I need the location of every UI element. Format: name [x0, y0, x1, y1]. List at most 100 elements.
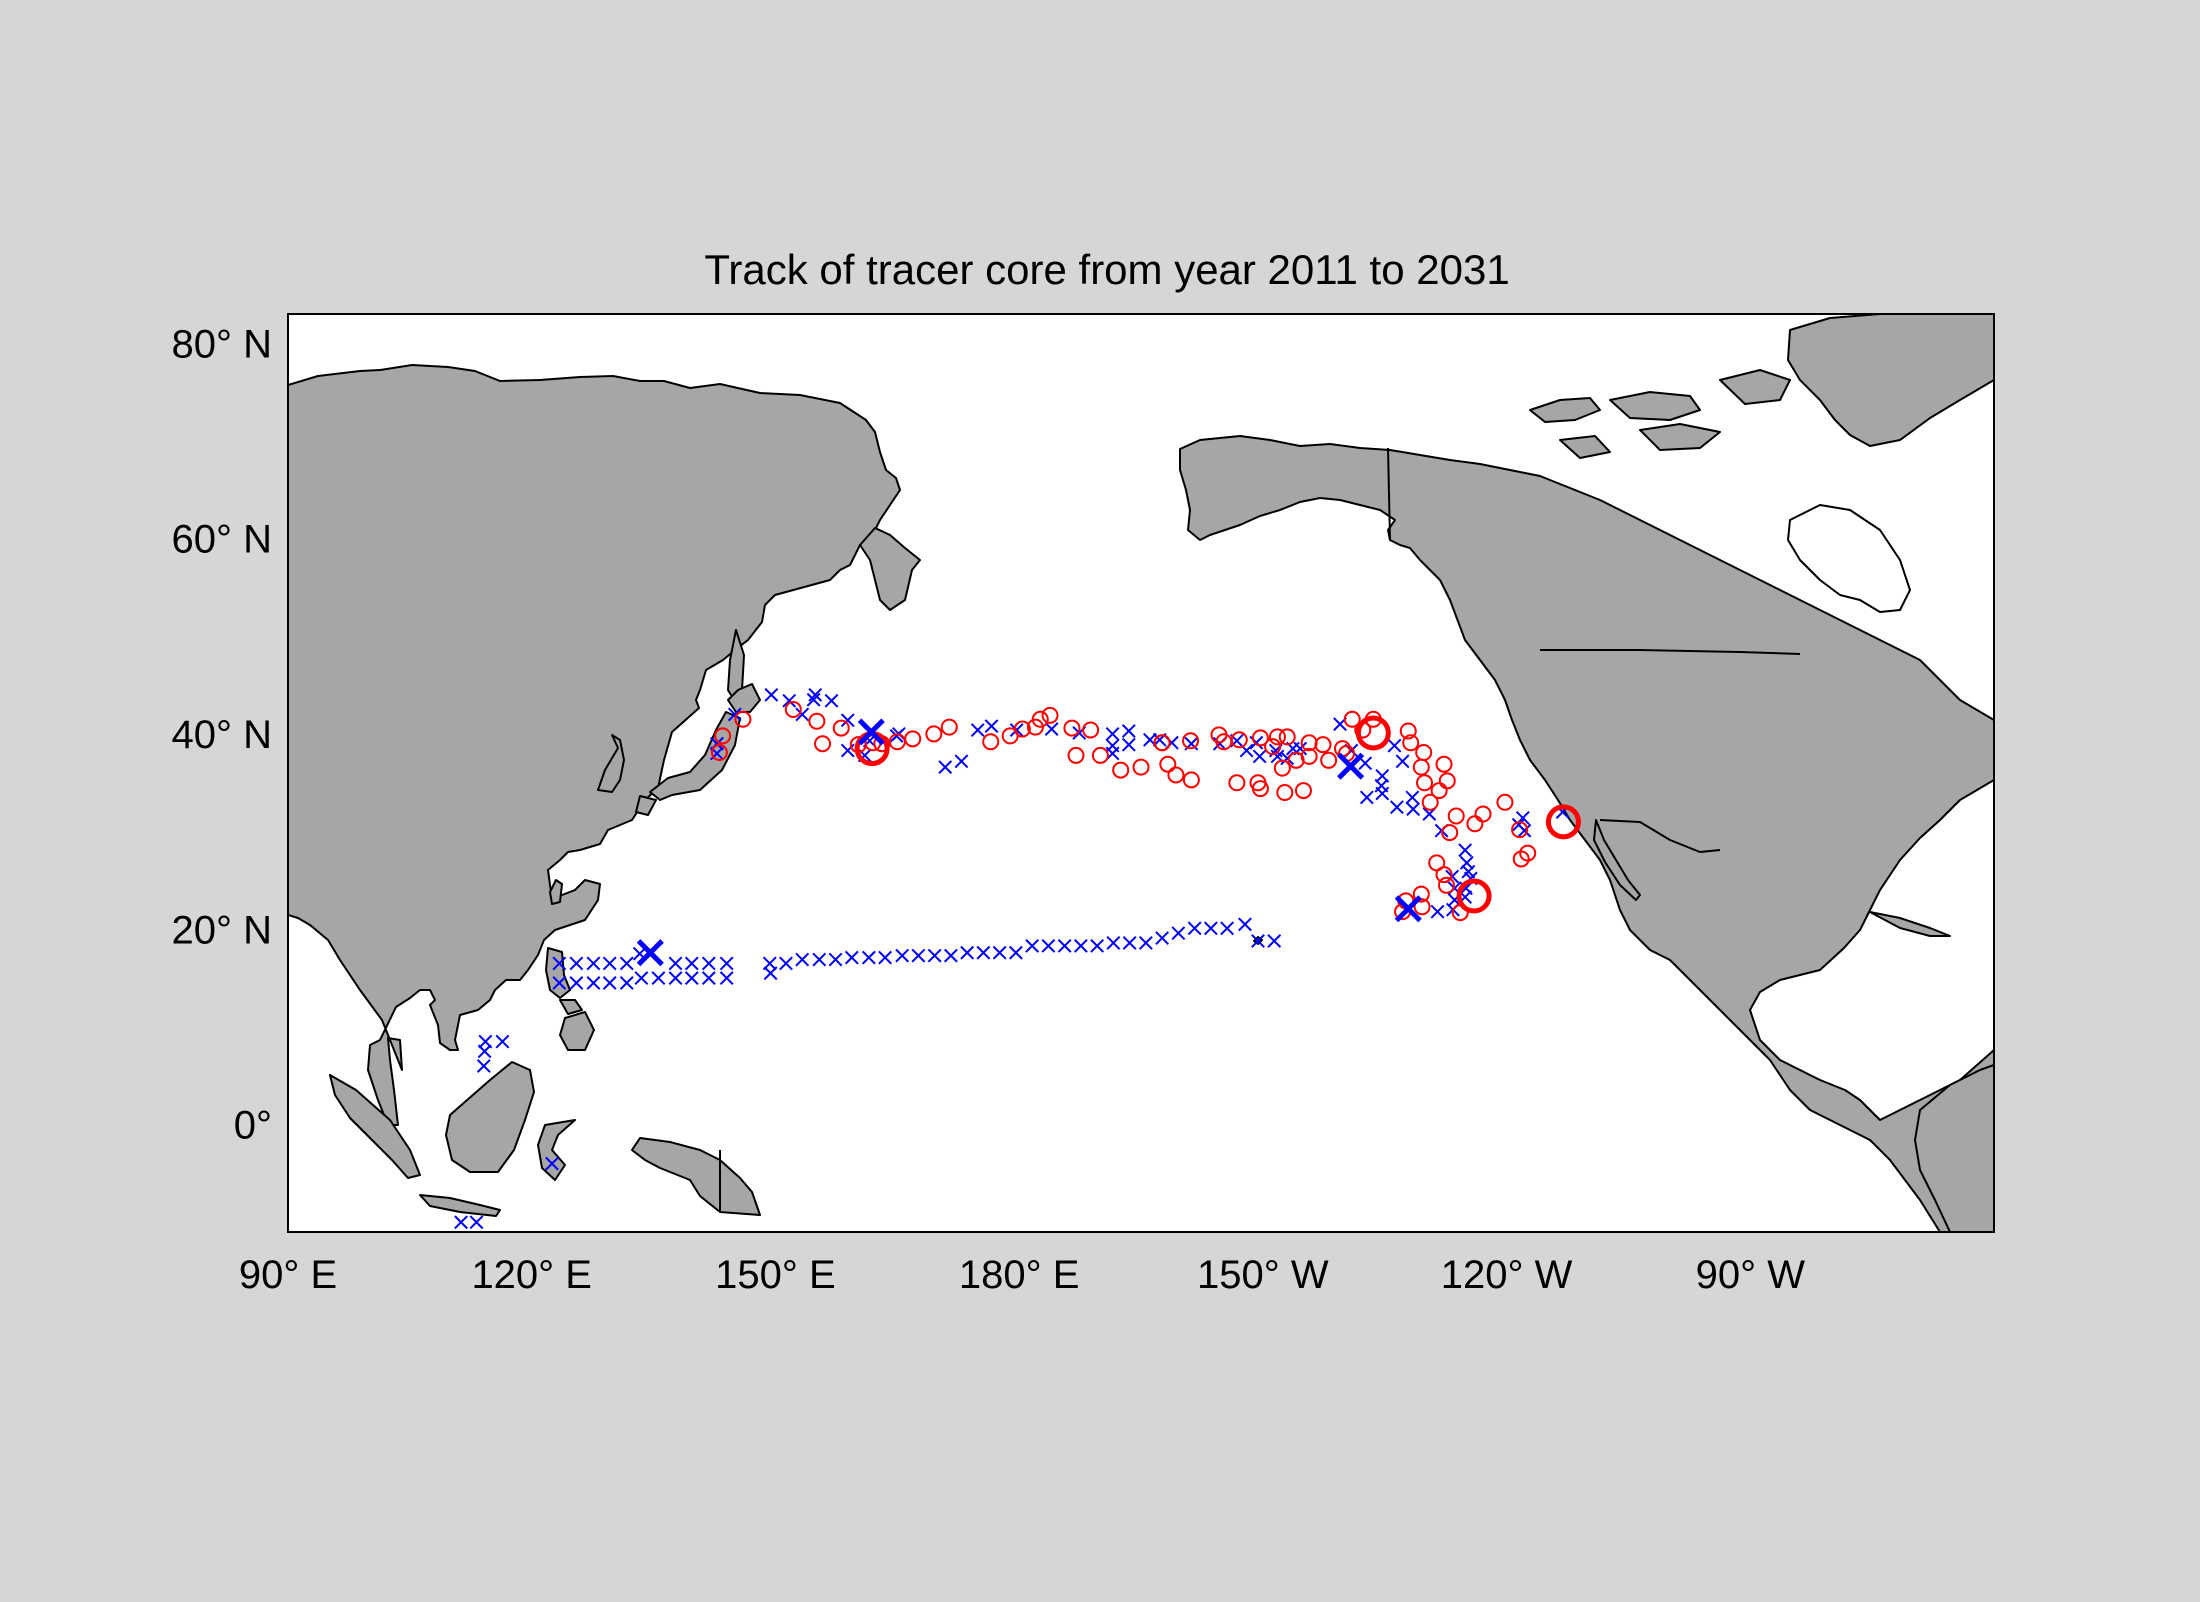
track-b-circle-marker: [1314, 736, 1332, 754]
asia-landmass: [288, 364, 901, 1126]
sumatra: [329, 1074, 421, 1179]
arctic-island-2: [1609, 391, 1701, 421]
cuba: [1869, 911, 1951, 937]
arctic-island-3: [1719, 369, 1791, 405]
track-a-x-marker: [1044, 722, 1059, 736]
track-b-circle-marker: [1112, 761, 1130, 779]
track-b-circle-marker: [1320, 751, 1338, 769]
track-a-x-marker: [1374, 778, 1389, 793]
track-a-highlight-x: [636, 939, 664, 967]
track-b-circle-marker: [1421, 793, 1439, 811]
x-tick-label: 120° E: [471, 1253, 592, 1297]
track-a-x-marker: [1121, 737, 1136, 752]
track-b-circle-marker: [1210, 726, 1228, 744]
track-b-circle-marker: [1132, 758, 1150, 776]
track-b-circle-marker: [1496, 793, 1514, 811]
x-tick-label: 90° E: [239, 1253, 337, 1297]
japan-honshu: [649, 711, 741, 801]
chart-title: Track of tracer core from year 2011 to 2…: [704, 246, 1509, 293]
arctic-island-4: [1639, 423, 1721, 451]
track-a-x-marker: [684, 971, 699, 985]
track-b-circle-marker: [1167, 766, 1185, 784]
track-b-circle-marker: [1343, 710, 1361, 728]
track-a-x-marker: [764, 687, 779, 702]
track-b-circle-marker: [904, 730, 922, 748]
track-b-circle-marker: [982, 733, 1000, 751]
track-a-x-marker: [812, 952, 827, 967]
track-b-circle-marker: [1182, 771, 1200, 789]
x-tick-label: 180° E: [959, 1253, 1080, 1297]
track-a-x-marker: [828, 952, 843, 967]
track-b-circle-marker: [1447, 807, 1465, 825]
track-b-circle-marker: [1519, 844, 1537, 862]
baja-california: [1593, 819, 1641, 901]
track-b-circle-marker: [784, 701, 802, 719]
y-tick-label: 80° N: [172, 322, 273, 366]
track-a-x-marker: [782, 693, 797, 708]
track-b-highlight-circle: [1355, 715, 1391, 751]
philippines-luzon: [545, 947, 571, 999]
y-tick-labels: 80° N 60° N 40° N 20° N 0°: [172, 322, 273, 1147]
track-b-circle-marker: [1159, 755, 1177, 773]
x-tick-label: 90° W: [1696, 1253, 1806, 1297]
track-b-circle-marker: [1416, 774, 1434, 792]
track-b-circle-marker: [1413, 898, 1431, 916]
track-a-x-marker: [701, 956, 716, 971]
track-a-x-marker: [569, 976, 584, 990]
track-a-x-marker: [1122, 936, 1137, 950]
track-a-x-marker: [586, 956, 601, 971]
track-b-circle-marker: [1067, 746, 1085, 764]
track-a-x-marker: [1106, 936, 1121, 950]
track-a-x-marker: [1405, 790, 1420, 805]
track-a-x-marker: [1387, 738, 1402, 753]
track-b-circle-marker: [1435, 866, 1453, 884]
track-a-x-marker: [1220, 921, 1235, 936]
track-b-circle-marker: [734, 710, 752, 728]
track-a-x-marker: [684, 956, 699, 971]
track-a-x-marker: [602, 976, 617, 990]
japan-kyushu: [635, 795, 657, 816]
track-a-x-marker: [960, 945, 975, 960]
track-b-circle-marker: [1399, 722, 1417, 740]
track-a-x-marker: [1375, 769, 1390, 783]
track-a-x-marker: [545, 1156, 559, 1171]
track-b-circle-marker: [1402, 734, 1420, 752]
track-a-x-marker: [469, 1215, 484, 1230]
track-a-x-marker: [911, 948, 926, 963]
track-b-circle-marker: [1430, 782, 1448, 800]
track-b-circle-marker: [1412, 758, 1430, 776]
track-a-x-marker: [495, 1034, 510, 1049]
track-b-circle-marker: [1294, 782, 1312, 800]
track-a-x-marker: [927, 948, 942, 963]
track-b-circle-marker: [814, 735, 832, 753]
track-a-x-marker: [478, 1034, 493, 1049]
x-tick-labels: 90° E 120° E 150° E 180° E 150° W 120° W 90° W: [239, 1253, 1805, 1297]
track-b-circle-marker: [1278, 728, 1296, 746]
x-tick-label: 150° W: [1197, 1253, 1329, 1297]
track-b-circle-marker: [1031, 710, 1049, 728]
track-a-x-marker: [1041, 938, 1056, 953]
track-a-x-marker: [719, 956, 734, 971]
track-a-x-marker: [477, 1044, 492, 1059]
track-b-circle-marker: [1251, 780, 1269, 798]
track-a-x-marker: [619, 976, 634, 990]
track-b-circle-marker: [1511, 821, 1529, 839]
track-a-x-marker: [454, 1215, 468, 1230]
track-a-x-marker: [1057, 938, 1072, 953]
track-a-x-marker: [861, 950, 876, 965]
track-a-x-marker: [1187, 921, 1202, 936]
track-a-x-marker: [1203, 921, 1218, 936]
x-tick-label: 120° W: [1441, 1253, 1573, 1297]
land-masses: [288, 314, 1994, 1232]
track-b-circle-marker: [710, 743, 728, 761]
track-b-circle-marker: [1153, 734, 1171, 752]
track-b-circle-marker: [940, 718, 958, 736]
track-b-circle-marker: [1474, 805, 1492, 823]
x-tick-label: 150° E: [715, 1253, 836, 1297]
track-b-circle-marker: [1228, 774, 1246, 792]
sulawesi: [537, 1119, 576, 1181]
kamchatka: [859, 527, 921, 611]
track-b-circle-marker: [1041, 706, 1059, 724]
korea-peninsula: [597, 734, 625, 793]
track-a-x-marker: [1251, 934, 1265, 948]
